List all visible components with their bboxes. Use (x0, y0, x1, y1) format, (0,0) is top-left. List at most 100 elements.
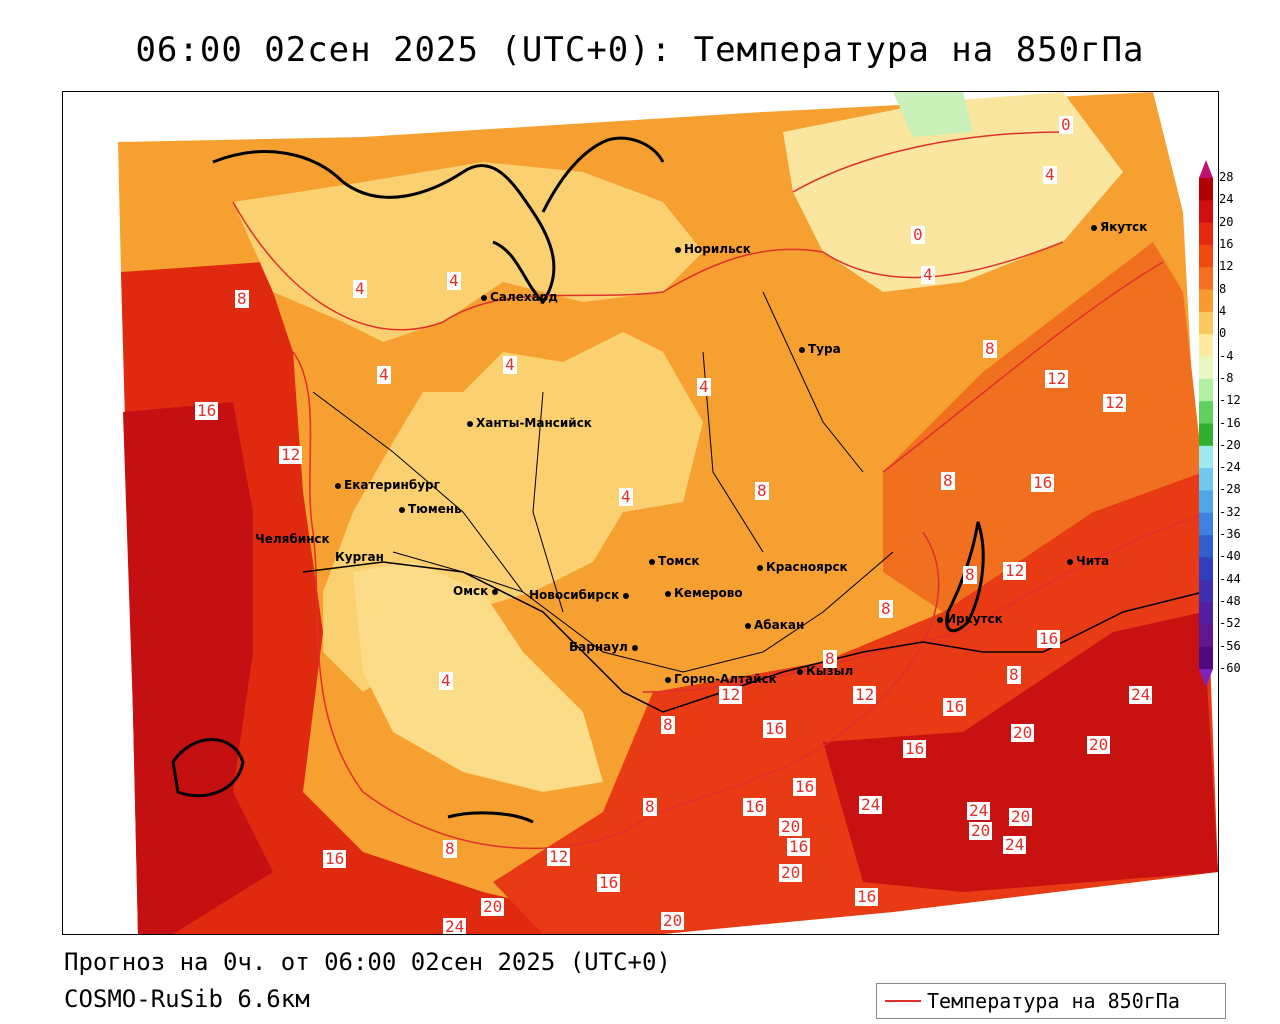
cool-region-south (353, 562, 603, 792)
contour-label: 12 (279, 445, 303, 464)
city-marker-icon (797, 668, 803, 675)
colorbar-segment (1199, 200, 1213, 224)
colorbar-segment (1199, 311, 1213, 335)
admin-boundary (312, 291, 894, 673)
city-kyzyl: Кызыл (797, 664, 853, 678)
map-canvas (63, 92, 1218, 934)
colorbar-segment (1199, 512, 1213, 536)
contour-label: 8 (443, 839, 457, 858)
contour-label: 20 (661, 911, 685, 930)
contour-label: 8 (983, 339, 997, 358)
contour-label: 8 (963, 565, 977, 584)
contour-label: 8 (823, 649, 837, 668)
contour-label: 4 (503, 355, 517, 374)
colorbar-tick-label: -12 (1219, 393, 1241, 408)
contour-label: 16 (1037, 629, 1061, 648)
colorbar-segment (1199, 289, 1213, 313)
contour-label: 4 (1043, 165, 1057, 184)
colorbar-tick-label: -28 (1219, 482, 1241, 497)
contour-line (292, 351, 940, 850)
city-marker-icon (757, 564, 763, 571)
hot-region-west-core (123, 402, 273, 934)
colorbar-tick-label: 0 (1219, 326, 1227, 341)
colorbar-tick-label: -8 (1219, 370, 1234, 385)
city-marker-icon (467, 420, 473, 427)
city-irkutsk: Иркутск (937, 612, 1003, 626)
contour-label: 16 (323, 849, 347, 868)
colorbar-tick-label: 12 (1219, 259, 1234, 274)
colorbar-tick-label: -24 (1219, 460, 1241, 475)
contour-label: 8 (941, 471, 955, 490)
contour-label: 24 (967, 801, 991, 820)
colorbar-segment (1199, 646, 1213, 670)
contour-label: 20 (779, 863, 803, 882)
contour-line (232, 201, 1064, 331)
chart-title: 06:00 02сен 2025 (UTC+0): Температура на… (135, 30, 1145, 70)
contour-label: 8 (235, 289, 249, 308)
city-gorno-altaysk: Горно-Алтайск (665, 672, 777, 686)
colorbar-tick-label: -4 (1219, 348, 1234, 363)
colorbar-tick-label: 24 (1219, 192, 1234, 207)
contour-label: 16 (787, 837, 811, 856)
city-tyumen: Тюмень (399, 502, 462, 516)
contour-line (882, 261, 1164, 473)
colorbar-segment (1199, 557, 1213, 581)
contour-line (792, 131, 1064, 193)
legend-line-swatch (885, 1000, 921, 1002)
colorbar-segment (1199, 602, 1213, 625)
city-salekhard: Салехард (481, 290, 558, 304)
contour-label: 16 (597, 873, 621, 892)
colorbar-tick-label: 20 (1219, 214, 1234, 229)
city-marker-icon (937, 616, 943, 623)
colorbar-tick-label: -36 (1219, 527, 1241, 542)
contour-label: 20 (779, 817, 803, 836)
city-chelyabinsk: Челябинск (255, 532, 330, 546)
contour-label: 12 (719, 685, 743, 704)
colorbar-tick-label: -20 (1219, 437, 1241, 452)
colorbar-tick-label: -56 (1219, 638, 1241, 653)
colorbar-max-arrow (1199, 160, 1213, 178)
contour-label: 8 (879, 599, 893, 618)
contour-label: 16 (903, 739, 927, 758)
colorbar (1199, 160, 1213, 687)
city-tura: Тура (799, 342, 841, 356)
colorbar-svg (1199, 160, 1213, 687)
colorbar-segment (1199, 267, 1213, 291)
colorbar-tick-label: 4 (1219, 303, 1227, 318)
contour-label: 20 (1011, 723, 1035, 742)
contour-label: 4 (697, 377, 711, 396)
aral-sea (171, 738, 245, 798)
contour-label: 24 (443, 917, 467, 935)
contour-label: 4 (377, 365, 391, 384)
colorbar-segment (1199, 378, 1213, 402)
city-tomsk: Томск (649, 554, 700, 568)
temperature-map: Норильск Якутск Салехард Тура Ханты-Манс… (62, 91, 1219, 935)
hot-region-south-core (823, 612, 1218, 892)
forecast-info: Прогноз на 0ч. от 06:00 02сен 2025 (UTC+… (64, 948, 671, 976)
city-marker-icon (623, 592, 630, 599)
contour-label: 16 (195, 401, 219, 420)
colorbar-segment (1199, 423, 1213, 447)
colorbar-segment (1199, 624, 1213, 648)
contour-label: 12 (1003, 561, 1027, 580)
city-marker-icon (335, 482, 341, 489)
contour-label: 20 (1009, 807, 1033, 826)
colorbar-segment (1199, 356, 1213, 380)
city-marker-icon (665, 676, 671, 683)
city-marker-icon (665, 590, 671, 597)
contour-label: 16 (743, 797, 767, 816)
city-khanty-mansiysk: Ханты-Мансийск (467, 416, 592, 430)
colorbar-tick-label: -60 (1219, 661, 1241, 675)
city-norilsk: Норильск (675, 242, 751, 256)
city-barnaul: Барнаул (569, 640, 641, 654)
contour-label: 12 (1103, 393, 1127, 412)
colorbar-segment (1199, 445, 1213, 469)
colorbar-min-arrow (1199, 669, 1213, 687)
contour-label: 20 (969, 821, 993, 840)
contour-label: 12 (853, 685, 877, 704)
colorbar-tick-label: -48 (1219, 594, 1241, 609)
warm-region-east (883, 242, 1203, 612)
legend-box: Температура на 850гПа (876, 983, 1226, 1019)
contour-label: 4 (439, 671, 453, 690)
city-yakutsk: Якутск (1091, 220, 1147, 234)
